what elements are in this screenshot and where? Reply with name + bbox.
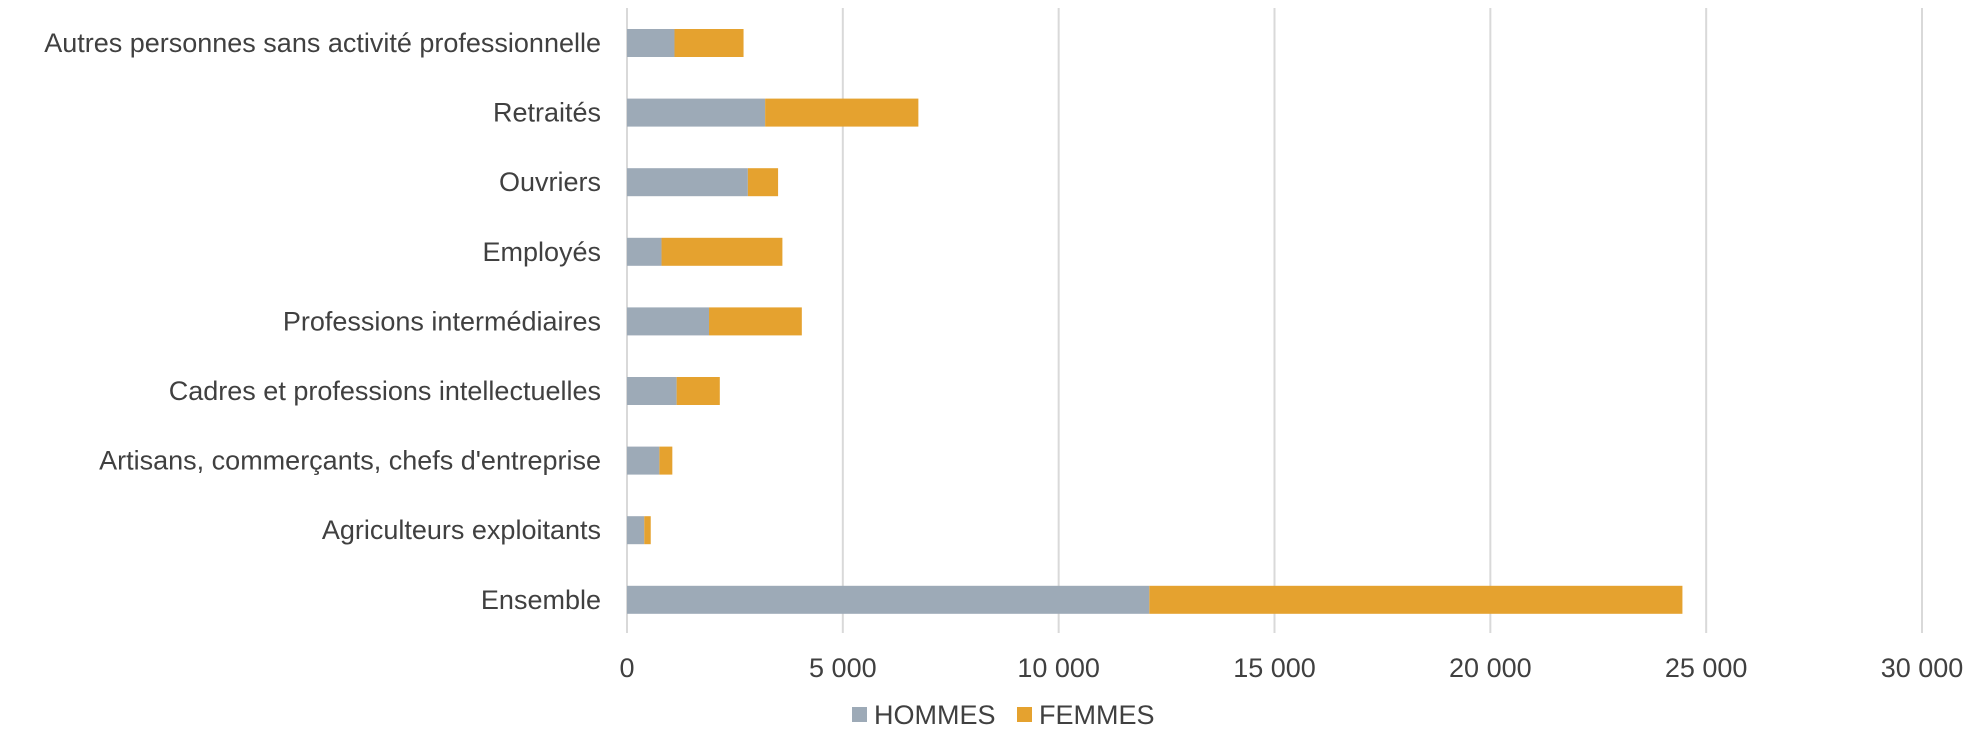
bar-femmes-7 <box>644 516 651 545</box>
legend-swatch-hommes <box>852 707 867 722</box>
category-label: Autres personnes sans activité professio… <box>44 28 601 58</box>
category-label: Employés <box>482 237 601 267</box>
bar-femmes-4 <box>709 307 802 336</box>
x-tick-label: 5 000 <box>809 653 877 683</box>
legend-swatch-femmes <box>1017 707 1032 722</box>
bar-hommes-6 <box>627 446 660 475</box>
category-label: Professions intermédiaires <box>283 306 601 336</box>
x-tick-labels: 0 5 000 10 000 15 000 20 000 25 000 30 000 <box>619 653 1963 683</box>
bar-hommes-3 <box>627 237 662 266</box>
category-label: Retraités <box>493 98 601 128</box>
bar-hommes-8 <box>627 585 1150 614</box>
bar-hommes-5 <box>627 377 677 405</box>
category-label: Artisans, commerçants, chefs d'entrepris… <box>99 446 601 476</box>
x-tick-label: 25 000 <box>1665 653 1748 683</box>
bar-hommes-0 <box>627 29 675 57</box>
bar-femmes-5 <box>676 377 720 405</box>
bar-femmes-6 <box>659 446 673 475</box>
bar-femmes-1 <box>765 98 919 127</box>
category-label: Ouvriers <box>499 167 601 197</box>
bars <box>627 29 1683 614</box>
bar-hommes-7 <box>627 516 645 545</box>
category-label: Cadres et professions intellectuelles <box>169 376 601 406</box>
legend-label-hommes: HOMMES <box>874 700 996 730</box>
x-tick-label: 30 000 <box>1881 653 1964 683</box>
legend-label-femmes: FEMMES <box>1039 700 1155 730</box>
bar-hommes-2 <box>627 168 748 197</box>
bar-hommes-1 <box>627 98 766 127</box>
bar-femmes-3 <box>661 237 783 266</box>
bar-hommes-4 <box>627 307 710 336</box>
legend: HOMMES FEMMES <box>852 700 1155 730</box>
x-tick-label: 15 000 <box>1233 653 1316 683</box>
category-label: Ensemble <box>481 585 601 615</box>
bar-femmes-8 <box>1149 585 1683 614</box>
bar-femmes-0 <box>674 29 744 57</box>
x-tick-label: 0 <box>619 653 634 683</box>
bar-femmes-2 <box>747 168 779 197</box>
category-label: Agriculteurs exploitants <box>322 515 601 545</box>
category-labels: Autres personnes sans activité professio… <box>44 28 601 615</box>
x-tick-label: 20 000 <box>1449 653 1532 683</box>
x-tick-label: 10 000 <box>1017 653 1100 683</box>
